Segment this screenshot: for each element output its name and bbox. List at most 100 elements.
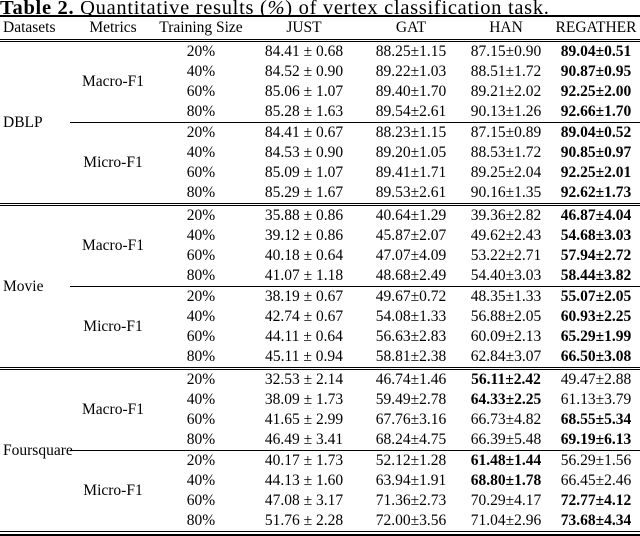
training-size-cell: 80%	[186, 184, 216, 201]
metric-label: Micro-F1	[70, 122, 156, 204]
table-row: Movie Macro-F1 20% 35.88 ± 0.86 40.64±1.…	[0, 206, 640, 295]
just-value: 84.41 ± 0.67	[246, 122, 362, 143]
gat-value: 89.22±1.03	[375, 63, 447, 80]
table-row: 40% 84.52 ± 0.90 89.22±1.03 88.51±1.72 9…	[0, 62, 640, 82]
han-value: 66.73±4.82	[470, 411, 542, 428]
training-size-cell: 80%	[186, 431, 216, 448]
table-row: 40% 38.09 ± 1.73 59.49±2.78 64.33±2.25 6…	[0, 390, 640, 410]
metric-label: Macro-F1	[82, 73, 144, 90]
col-header-training-size: Training Size	[156, 17, 246, 42]
just-value: 41.65 ± 2.99	[264, 411, 344, 428]
table-row: Micro-F1 20% 40.17 ± 1.73 52.12±1.28 61.…	[0, 450, 640, 531]
regather-value: 90.85±0.97	[560, 144, 632, 161]
training-size-cell: 20%	[186, 43, 216, 60]
table-row: 80% 46.49 ± 3.41 68.24±4.75 66.39±5.48 6…	[0, 430, 640, 451]
col-header-just: JUST	[246, 17, 362, 42]
regather-value: 60.93±2.25	[560, 308, 632, 325]
just-value: 85.06 ± 1.07	[264, 83, 344, 100]
regather-value: 55.07±2.05	[552, 286, 640, 307]
han-value: 89.25±2.04	[470, 164, 542, 181]
table-row: 80% 85.28 ± 1.63 89.54±2.61 90.13±1.26 9…	[0, 102, 640, 123]
just-value: 45.11 ± 0.94	[265, 348, 343, 365]
table-row: Foursquare Macro-F1 20% 32.53 ± 2.14 46.…	[0, 370, 640, 459]
han-value: 89.21±2.02	[470, 83, 542, 100]
gat-value: 89.41±1.71	[375, 164, 447, 181]
training-size-cell: 60%	[186, 328, 216, 345]
regather-value: 89.04±0.52	[552, 122, 640, 143]
just-value: 44.11 ± 0.64	[265, 328, 343, 345]
training-size-cell: 80%	[186, 348, 216, 365]
han-value: 90.13±1.26	[470, 103, 542, 120]
han-value: 90.16±1.35	[470, 184, 542, 201]
training-size-cell: 20%	[186, 207, 216, 224]
just-value: 84.53 ± 0.90	[264, 144, 344, 161]
just-value: 46.49 ± 3.41	[264, 431, 344, 448]
training-size-cell: 40%	[186, 227, 216, 244]
just-value: 38.09 ± 1.73	[264, 391, 344, 408]
gat-value: 89.40±1.70	[375, 83, 447, 100]
han-value: 56.88±2.05	[470, 308, 542, 325]
regather-value: 61.13±3.79	[560, 391, 632, 408]
training-size-cell: 80%	[186, 267, 216, 284]
gat-value: 68.24±4.75	[375, 431, 447, 448]
training-size-cell: 20%	[186, 371, 216, 388]
regather-value: 92.62±1.73	[560, 184, 632, 201]
table-row: 40% 42.74 ± 0.67 54.08±1.33 56.88±2.05 6…	[0, 307, 640, 327]
gat-value: 72.00±3.56	[375, 512, 447, 529]
table-caption-text: Table 2. Quantitative results (%) of ver…	[0, 0, 550, 17]
table-row: 80% 85.29 ± 1.67 89.53±2.61 90.16±1.35 9…	[0, 183, 640, 204]
han-value: 66.39±5.48	[470, 431, 542, 448]
han-value: 62.84±3.07	[470, 348, 542, 365]
training-size-cell: 60%	[186, 492, 216, 509]
group-separator-rule	[0, 367, 640, 370]
gat-value: 89.53±2.61	[375, 184, 447, 201]
just-value: 38.19 ± 0.67	[246, 286, 362, 307]
training-size-cell: 80%	[186, 103, 216, 120]
regather-value: 46.87±4.04	[560, 207, 632, 224]
training-size-cell: 80%	[186, 512, 216, 529]
group-separator-rule	[0, 203, 640, 206]
gat-value: 52.12±1.28	[362, 450, 460, 471]
col-header-han: HAN	[460, 17, 552, 42]
regather-value: 58.44±3.82	[560, 267, 632, 284]
just-value: 44.13 ± 1.60	[264, 472, 344, 489]
training-size-cell: 20%	[156, 286, 246, 307]
gat-value: 45.87±2.07	[375, 227, 447, 244]
table-row: Micro-F1 20% 38.19 ± 0.67 49.67±0.72 48.…	[0, 286, 640, 368]
metric-label: Macro-F1	[82, 401, 144, 418]
regather-value: 54.68±3.03	[560, 227, 632, 244]
col-header-regather: REGATHER	[552, 17, 640, 42]
gat-value: 89.20±1.05	[375, 144, 447, 161]
regather-value: 66.50±3.08	[560, 348, 632, 365]
gat-value: 89.54±2.61	[375, 103, 447, 120]
table-row: 60% 41.65 ± 2.99 67.76±3.16 66.73±4.82 6…	[0, 410, 640, 430]
training-size-cell: 20%	[156, 122, 246, 143]
just-value: 85.29 ± 1.67	[264, 184, 344, 201]
just-value: 41.07 ± 1.18	[264, 267, 344, 284]
col-header-gat: GAT	[362, 17, 460, 42]
table-row: 80% 41.07 ± 1.18 48.68±2.49 54.40±3.03 5…	[0, 266, 640, 287]
han-value: 61.48±1.44	[460, 450, 552, 471]
caption-percent: %	[267, 0, 286, 17]
table-row: 60% 85.06 ± 1.07 89.40±1.70 89.21±2.02 9…	[0, 82, 640, 102]
regather-value: 92.66±1.70	[560, 103, 632, 120]
regather-value: 57.94±2.72	[560, 247, 632, 264]
gat-value: 88.23±1.15	[362, 122, 460, 143]
training-size-cell: 40%	[186, 308, 216, 325]
table-row: Micro-F1 20% 84.41 ± 0.67 88.23±1.15 87.…	[0, 122, 640, 204]
han-value: 71.04±2.96	[470, 512, 542, 529]
regather-value: 49.47±2.88	[560, 371, 632, 388]
metric-label: Macro-F1	[82, 237, 144, 254]
regather-value: 72.77±4.12	[560, 492, 632, 509]
caption-body-2: ) of vertex classification task.	[285, 0, 550, 17]
dataset-label: Movie	[3, 277, 44, 295]
just-value: 84.41 ± 0.68	[264, 43, 344, 60]
han-value: 70.29±4.17	[470, 492, 542, 509]
gat-value: 63.94±1.91	[375, 472, 447, 489]
training-size-cell: 60%	[186, 247, 216, 264]
results-table: Datasets Metrics Training Size JUST GAT …	[0, 17, 640, 531]
dataset-label: DBLP	[3, 113, 43, 131]
han-value: 87.15±0.90	[470, 43, 542, 60]
han-value: 87.15±0.89	[460, 122, 552, 143]
training-size-cell: 40%	[186, 63, 216, 80]
